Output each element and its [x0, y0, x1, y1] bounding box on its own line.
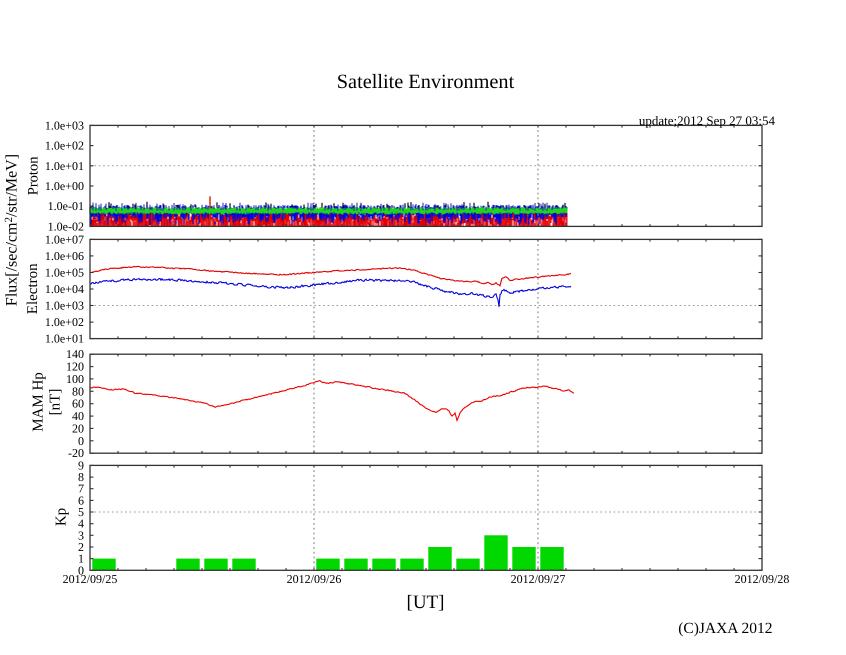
svg-text:6: 6 [78, 493, 84, 507]
svg-text:8: 8 [78, 470, 84, 484]
svg-text:1.0e+02: 1.0e+02 [45, 315, 84, 329]
svg-text:Proton: Proton [26, 156, 42, 195]
svg-text:9: 9 [78, 458, 84, 472]
svg-text:140: 140 [66, 347, 84, 361]
svg-text:2012/09/25: 2012/09/25 [63, 572, 118, 586]
svg-text:Flux[/sec/cm2/str/MeV]: Flux[/sec/cm2/str/MeV] [3, 154, 21, 306]
svg-text:60: 60 [72, 397, 84, 411]
svg-text:2012/09/27: 2012/09/27 [511, 572, 566, 586]
svg-text:(C)JAXA 2012: (C)JAXA 2012 [678, 620, 772, 637]
svg-text:1.0e+04: 1.0e+04 [45, 282, 84, 296]
svg-text:40: 40 [72, 409, 84, 423]
svg-text:0: 0 [78, 434, 84, 448]
svg-text:Kp: Kp [54, 508, 70, 526]
svg-text:[nT]: [nT] [48, 389, 64, 416]
svg-text:update;2012 Sep 27 03:54: update;2012 Sep 27 03:54 [639, 113, 776, 128]
svg-text:1.0e+06: 1.0e+06 [45, 249, 84, 263]
svg-text:1.0e+00: 1.0e+00 [45, 179, 84, 193]
svg-text:1.0e+02: 1.0e+02 [45, 139, 84, 153]
svg-text:120: 120 [66, 360, 84, 374]
svg-text:5: 5 [78, 505, 84, 519]
svg-text:2: 2 [78, 540, 84, 554]
svg-text:1.0e+05: 1.0e+05 [45, 266, 84, 280]
svg-text:[UT]: [UT] [407, 592, 445, 613]
svg-text:1.0e-01: 1.0e-01 [48, 199, 84, 213]
svg-text:1.0e+03: 1.0e+03 [45, 299, 84, 313]
svg-text:4: 4 [78, 517, 84, 531]
svg-text:1.0e+01: 1.0e+01 [45, 159, 84, 173]
svg-text:1.0e+01: 1.0e+01 [45, 332, 84, 346]
svg-text:2012/09/26: 2012/09/26 [287, 572, 342, 586]
svg-text:MAM Hp: MAM Hp [31, 372, 47, 432]
svg-text:100: 100 [66, 372, 84, 386]
svg-text:0: 0 [78, 563, 84, 577]
svg-text:Satellite Environment: Satellite Environment [337, 71, 515, 93]
svg-text:1.0e+03: 1.0e+03 [45, 118, 84, 132]
svg-text:20: 20 [72, 421, 84, 435]
svg-text:1.0e+07: 1.0e+07 [45, 232, 84, 246]
svg-text:1.0e-02: 1.0e-02 [48, 219, 84, 233]
svg-text:Electron: Electron [25, 263, 41, 314]
svg-text:1: 1 [78, 552, 84, 566]
svg-text:7: 7 [78, 482, 84, 496]
svg-text:2012/09/28: 2012/09/28 [735, 572, 790, 586]
svg-text:-20: -20 [68, 446, 84, 460]
svg-text:3: 3 [78, 528, 84, 542]
svg-text:80: 80 [72, 384, 84, 398]
